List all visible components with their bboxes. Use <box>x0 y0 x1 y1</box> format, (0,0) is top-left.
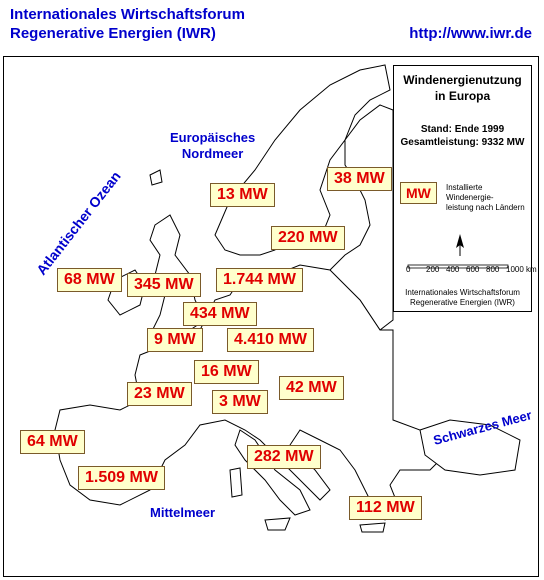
capacity-label: 112 MW <box>349 496 422 520</box>
capacity-label: 23 MW <box>127 382 192 406</box>
legend: Windenergienutzung in Europa Stand: Ende … <box>393 65 537 312</box>
title: Regenerative Energien (IWR) <box>10 25 216 42</box>
capacity-label: 282 MW <box>247 445 321 469</box>
scale-label: 0 <box>406 265 411 274</box>
capacity-label: 38 MW <box>327 167 392 191</box>
arrow <box>456 234 464 248</box>
capacity-label: 16 MW <box>194 360 259 384</box>
capacity-label: 434 MW <box>183 302 257 326</box>
legend-status: Stand: Ende 1999 <box>420 124 505 135</box>
capacity-label: 13 MW <box>210 183 275 207</box>
title: Internationales Wirtschaftsforum <box>10 6 245 23</box>
scale-bar <box>407 264 509 269</box>
legend-source: Internationales Wirtschaftsforum Regenera… <box>405 288 520 307</box>
scale-label: 800 <box>486 265 500 274</box>
capacity-label: 68 MW <box>57 268 122 292</box>
capacity-label: 220 MW <box>271 226 345 250</box>
capacity-label: 42 MW <box>279 376 344 400</box>
capacity-label: 64 MW <box>20 430 85 454</box>
scale-label: 400 <box>446 265 460 274</box>
capacity-label: 3 MW <box>212 390 268 414</box>
land <box>359 522 386 533</box>
sea-label: Europäisches Nordmeer <box>170 130 256 161</box>
sea-outline <box>419 419 521 476</box>
scale-label: 600 <box>466 265 480 274</box>
north-arrow <box>407 234 509 269</box>
capacity-label: 345 MW <box>127 273 201 297</box>
legend-title: Windenergienutzung in Europa <box>403 73 522 103</box>
sea-label: Mittelmeer <box>150 505 216 520</box>
land <box>149 169 163 186</box>
legend-key: MW <box>400 182 437 204</box>
capacity-label: 1.509 MW <box>78 466 165 490</box>
scale-label: 1000 km <box>506 265 537 274</box>
legend-total: Gesamtleistung: 9332 MW <box>400 137 525 148</box>
scale: 0 200 400 600 800 1000 km <box>394 265 537 275</box>
scale-label: 200 <box>426 265 440 274</box>
land <box>264 517 291 531</box>
capacity-label: 4.410 MW <box>227 328 314 352</box>
capacity-label: 1.744 MW <box>216 268 303 292</box>
map-frame <box>3 56 539 577</box>
capacity-label: 9 MW <box>147 328 203 352</box>
legend-key-text: Installierte Windenergie-leistung nach L… <box>446 183 525 212</box>
land <box>229 467 243 498</box>
url: http://www.iwr.de <box>409 25 532 42</box>
